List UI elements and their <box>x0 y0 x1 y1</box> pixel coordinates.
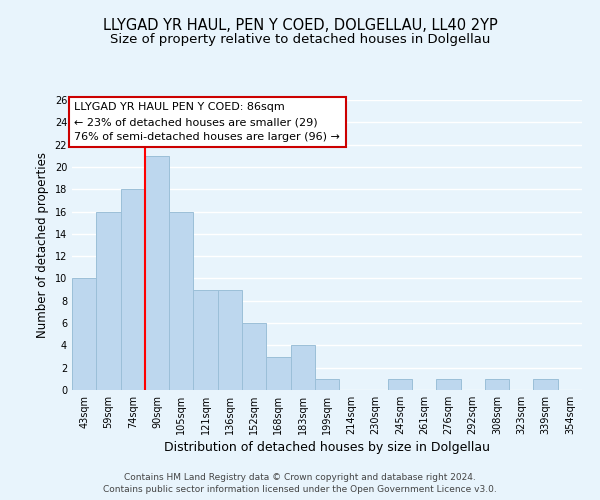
Text: LLYGAD YR HAUL, PEN Y COED, DOLGELLAU, LL40 2YP: LLYGAD YR HAUL, PEN Y COED, DOLGELLAU, L… <box>103 18 497 32</box>
Bar <box>169 212 193 390</box>
X-axis label: Distribution of detached houses by size in Dolgellau: Distribution of detached houses by size … <box>164 441 490 454</box>
Text: Contains HM Land Registry data © Crown copyright and database right 2024.
Contai: Contains HM Land Registry data © Crown c… <box>103 472 497 494</box>
Bar <box>242 323 266 390</box>
Bar <box>266 356 290 390</box>
Text: Size of property relative to detached houses in Dolgellau: Size of property relative to detached ho… <box>110 32 490 46</box>
Bar <box>436 379 461 390</box>
Bar <box>96 212 121 390</box>
Text: LLYGAD YR HAUL PEN Y COED: 86sqm
← 23% of detached houses are smaller (29)
76% o: LLYGAD YR HAUL PEN Y COED: 86sqm ← 23% o… <box>74 102 340 142</box>
Bar <box>388 379 412 390</box>
Bar <box>485 379 509 390</box>
Bar <box>533 379 558 390</box>
Bar <box>72 278 96 390</box>
Bar <box>193 290 218 390</box>
Bar <box>145 156 169 390</box>
Bar <box>218 290 242 390</box>
Y-axis label: Number of detached properties: Number of detached properties <box>36 152 49 338</box>
Bar <box>290 346 315 390</box>
Bar <box>315 379 339 390</box>
Bar <box>121 189 145 390</box>
